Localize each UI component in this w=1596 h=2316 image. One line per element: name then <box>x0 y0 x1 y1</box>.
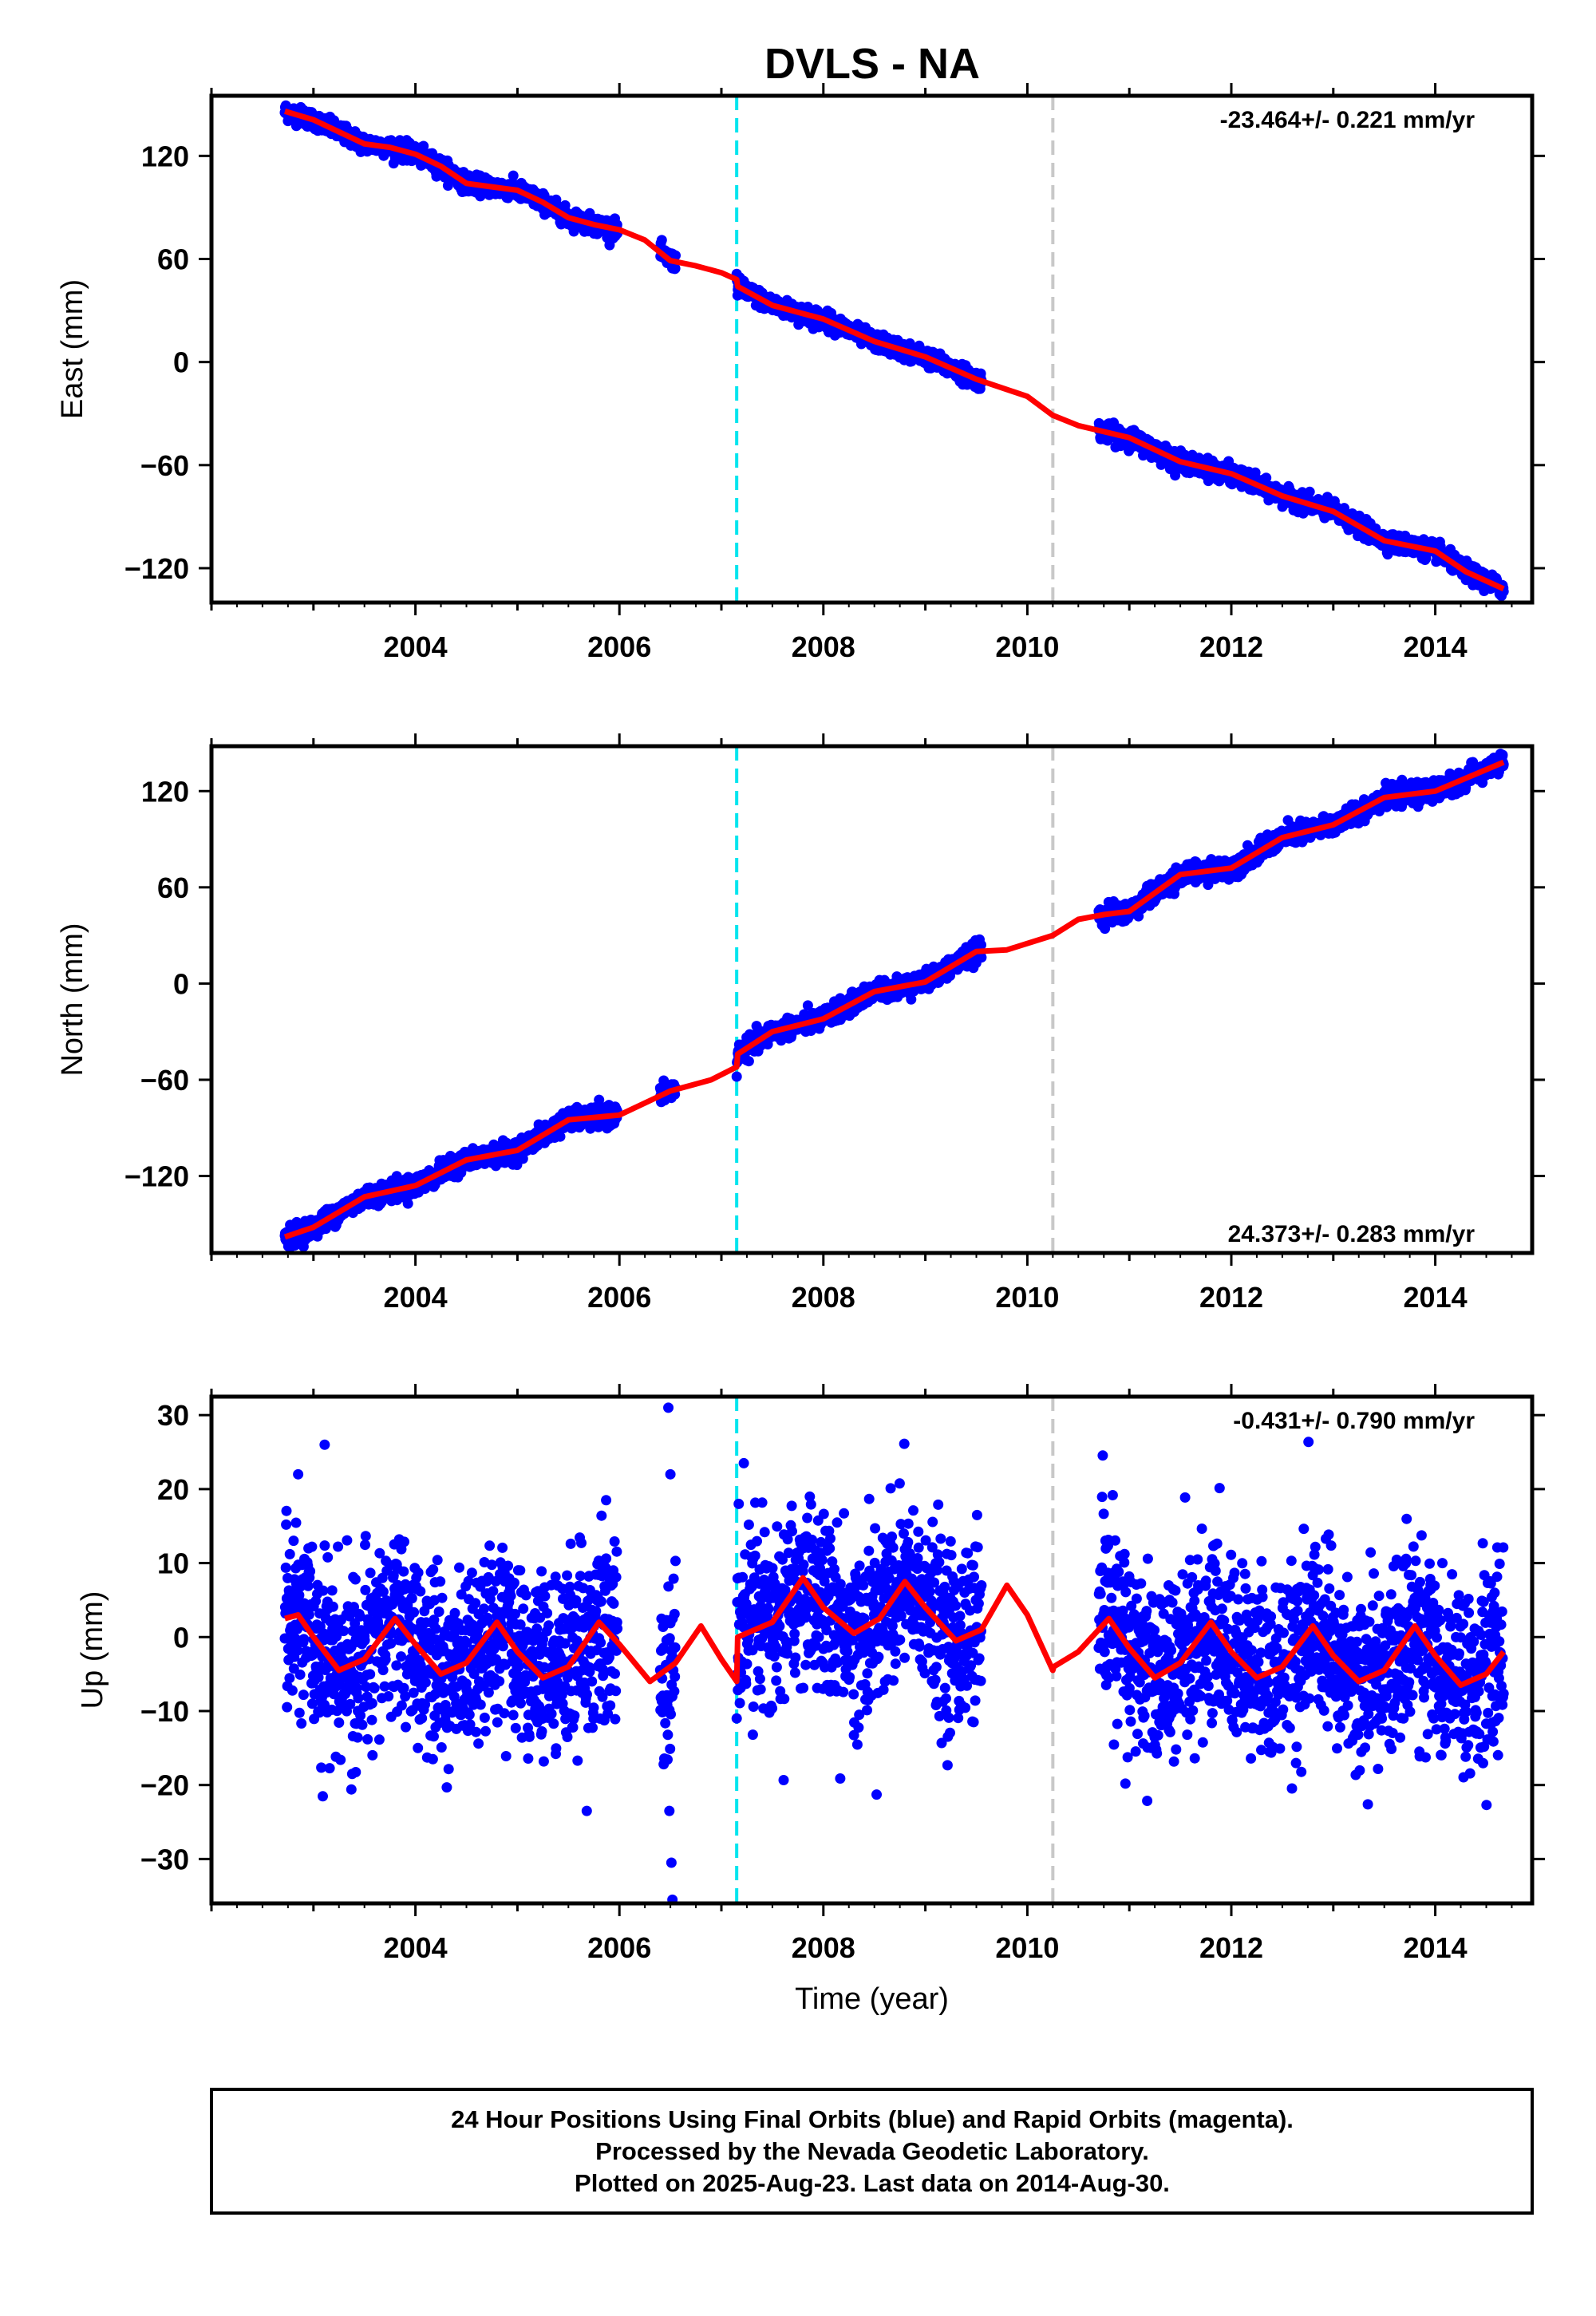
north-data-points <box>279 749 1509 1252</box>
figure-title: DVLS - NA <box>764 40 980 88</box>
east-data-point <box>418 140 429 152</box>
north-data-point <box>731 1071 742 1082</box>
east-data-point <box>656 235 667 246</box>
north-data-point <box>906 994 917 1005</box>
north-data-point <box>402 1198 413 1209</box>
east-x-tick-label: 2004 <box>384 630 448 663</box>
east-data-point <box>670 250 681 261</box>
east-y-tick-label: 60 <box>157 243 189 275</box>
east-y-tick-label: −120 <box>124 552 189 585</box>
north-data-point <box>555 1131 566 1142</box>
east-data-point <box>670 263 681 274</box>
east-x-tick-label: 2014 <box>1404 630 1468 663</box>
north-panel: 2004 2006 2008 2010 2012 2014−120−60060120Nor… <box>56 733 1545 1314</box>
east-x-tick-label: 2010 <box>995 630 1059 663</box>
east-y-tick-label: 0 <box>173 346 189 379</box>
north-data-point <box>802 1000 813 1011</box>
north-data-point <box>743 1056 754 1067</box>
east-x-tick-label: 2008 <box>792 630 855 663</box>
east-y-tick-label: −60 <box>140 449 189 482</box>
east-plot-frame <box>209 93 1535 605</box>
east-model-line <box>283 109 1505 591</box>
east-x-tick-label: 2006 <box>587 630 651 663</box>
east-data-point <box>508 170 519 181</box>
east-y-tick-label: 120 <box>141 140 189 172</box>
east-y-axis-label: East (mm) <box>56 279 89 419</box>
east-data-point <box>1261 472 1272 484</box>
east-data-points <box>279 100 1509 602</box>
north-data-point <box>594 1094 605 1105</box>
east-x-tick-label: 2012 <box>1199 630 1263 663</box>
east-panel: 2004 2006 2008 2010 2012 2014 −120 −60 0 60 120 Eas… <box>56 83 1545 663</box>
east-data-point <box>1304 486 1315 497</box>
east-rate-label: -23.464+/- 0.221 mm/yr <box>1220 107 1476 133</box>
